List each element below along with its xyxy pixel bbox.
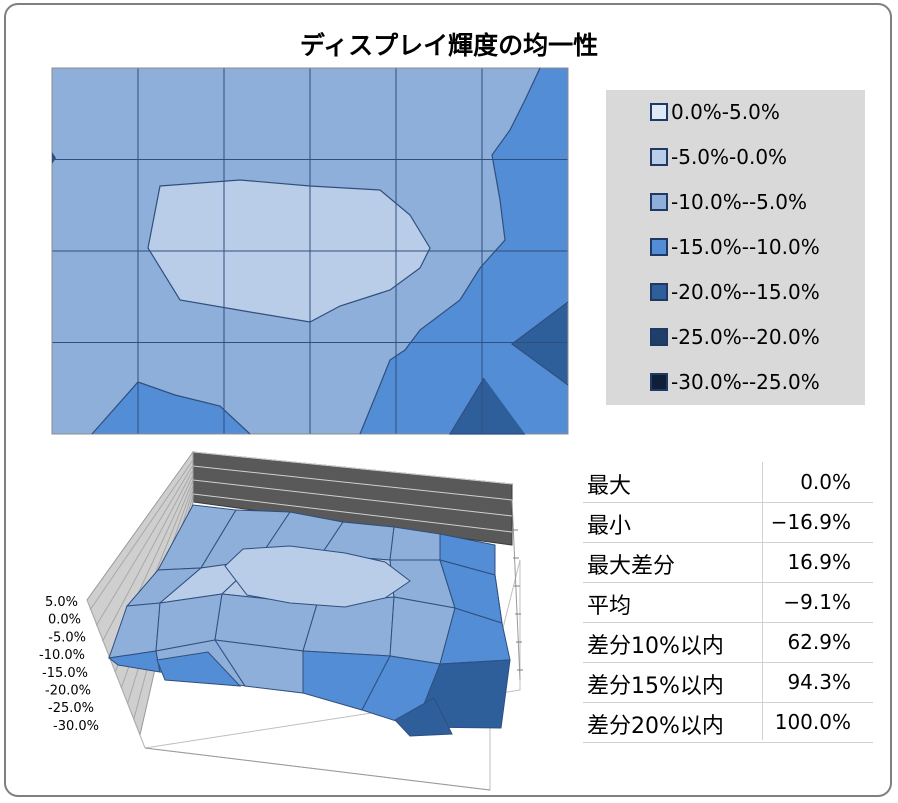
stats-row: 平均 −9.1% — [583, 582, 873, 623]
contour-border — [51, 67, 569, 435]
back-wall-gridline — [192, 465, 513, 501]
floor-edge — [144, 747, 491, 791]
legend-label: -10.0%--5.0% — [671, 190, 807, 214]
legend-swatch — [650, 373, 668, 391]
legend-swatch — [650, 193, 668, 211]
z-tick-label: -15.0% — [42, 666, 88, 681]
back-wall-gridline — [192, 451, 513, 485]
surface-accent — [156, 651, 242, 687]
surface-highlight — [224, 545, 411, 608]
stats-label: 最小 — [587, 514, 632, 539]
contour-line — [147, 179, 431, 323]
contour-line — [359, 67, 541, 435]
chart-title: ディスプレイ輝度の均一性 — [299, 31, 599, 60]
side-wall-gridline — [102, 469, 194, 642]
legend-label: -30.0%--25.0% — [671, 370, 820, 394]
stats-label: 平均 — [587, 594, 632, 619]
legend: 0.0%-5.0% -5.0%-0.0% -10.0%--5.0% -15.0%--1… — [606, 90, 865, 405]
legend-swatch — [650, 238, 668, 256]
stats-value: 100.0% — [774, 710, 851, 734]
stats-label: 最大差分 — [587, 554, 676, 579]
z-tick-label: -5.0% — [48, 630, 86, 645]
legend-label: -15.0%--10.0% — [671, 235, 820, 259]
z-tick-label: 0.0% — [48, 613, 81, 628]
contour-band — [450, 378, 525, 434]
legend-swatch — [650, 283, 668, 301]
z-tick-label: -10.0% — [39, 648, 85, 663]
legend-label: 0.0%-5.0% — [671, 100, 780, 124]
back-wall-gridline — [192, 479, 513, 517]
stats-row: 最小 −16.9% — [583, 502, 873, 543]
stats-row: 最大差分 16.9% — [583, 542, 873, 583]
z-tick-label: -20.0% — [45, 684, 91, 699]
stats-value: −16.9% — [770, 510, 851, 534]
legend-label: -5.0%-0.0% — [671, 145, 788, 169]
contour-edge-marker — [52, 152, 56, 164]
stats-label: 差分20%以内 — [587, 714, 724, 739]
stats-column-divider — [762, 462, 763, 740]
stats-value: −9.1% — [783, 590, 851, 614]
stats-row: 差分20%以内 100.0% — [583, 702, 873, 743]
z-tick-label: -30.0% — [53, 719, 99, 734]
contour-line — [448, 377, 525, 435]
legend-label: -25.0%--20.0% — [671, 325, 820, 349]
stats-row: 差分15%以内 94.3% — [583, 662, 873, 703]
contour-line — [91, 381, 251, 435]
stats-label: 差分15%以内 — [587, 674, 724, 699]
stats-value: 16.9% — [787, 550, 851, 574]
stats-value: 62.9% — [787, 630, 851, 654]
surface-accent — [394, 697, 453, 737]
surface-accent — [439, 559, 503, 624]
side-wall-gridline — [95, 464, 194, 626]
contour-band — [512, 302, 568, 385]
back-wall-gridline — [192, 493, 513, 533]
legend-swatch — [650, 328, 668, 346]
legend-swatch — [650, 103, 668, 121]
stats-row: 最大 0.0% — [583, 462, 873, 503]
z-tick-label: -25.0% — [48, 701, 94, 716]
stats-label: 最大 — [587, 474, 632, 499]
z-tick-label: 5.0% — [45, 595, 78, 610]
stats-row: 差分10%以内 62.9% — [583, 622, 873, 663]
contour-line — [510, 301, 569, 386]
legend-label: -20.0%--15.0% — [671, 280, 820, 304]
stats-value: 94.3% — [787, 670, 851, 694]
contour-band — [92, 382, 250, 434]
stats-value: 0.0% — [800, 470, 851, 494]
side-wall-gridline — [89, 459, 194, 611]
legend-swatch — [650, 148, 668, 166]
stats-label: 差分10%以内 — [587, 634, 724, 659]
